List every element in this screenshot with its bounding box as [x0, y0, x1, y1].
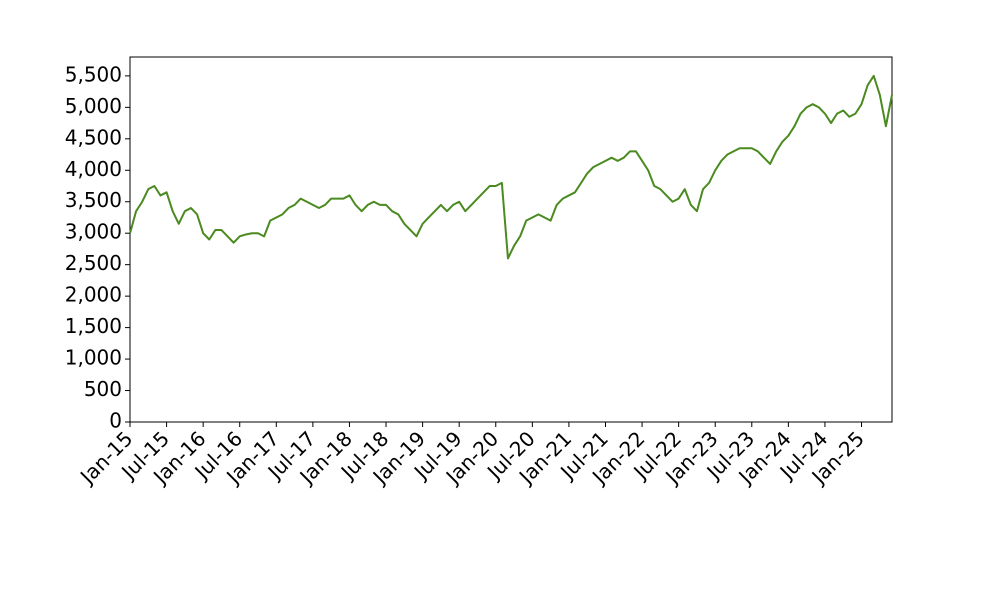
y-tick-label: 3,000: [65, 220, 122, 244]
data-line: [129, 74, 893, 260]
y-tick-label: 5,000: [65, 94, 122, 118]
y-tick-label: 0: [109, 409, 122, 433]
plot-frame: [129, 56, 893, 423]
y-tick-label: 1,000: [65, 346, 122, 370]
y-tick-label: 4,500: [65, 125, 122, 149]
y-tick-label: 2,500: [65, 251, 122, 275]
y-tick-label: 500: [84, 377, 122, 401]
y-tick-label: 1,500: [65, 314, 122, 338]
y-tick-label: 2,000: [65, 283, 122, 307]
y-tick-label: 4,000: [65, 157, 122, 181]
y-tick-label: 5,500: [65, 62, 122, 86]
y-tick-label: 3,500: [65, 188, 122, 212]
